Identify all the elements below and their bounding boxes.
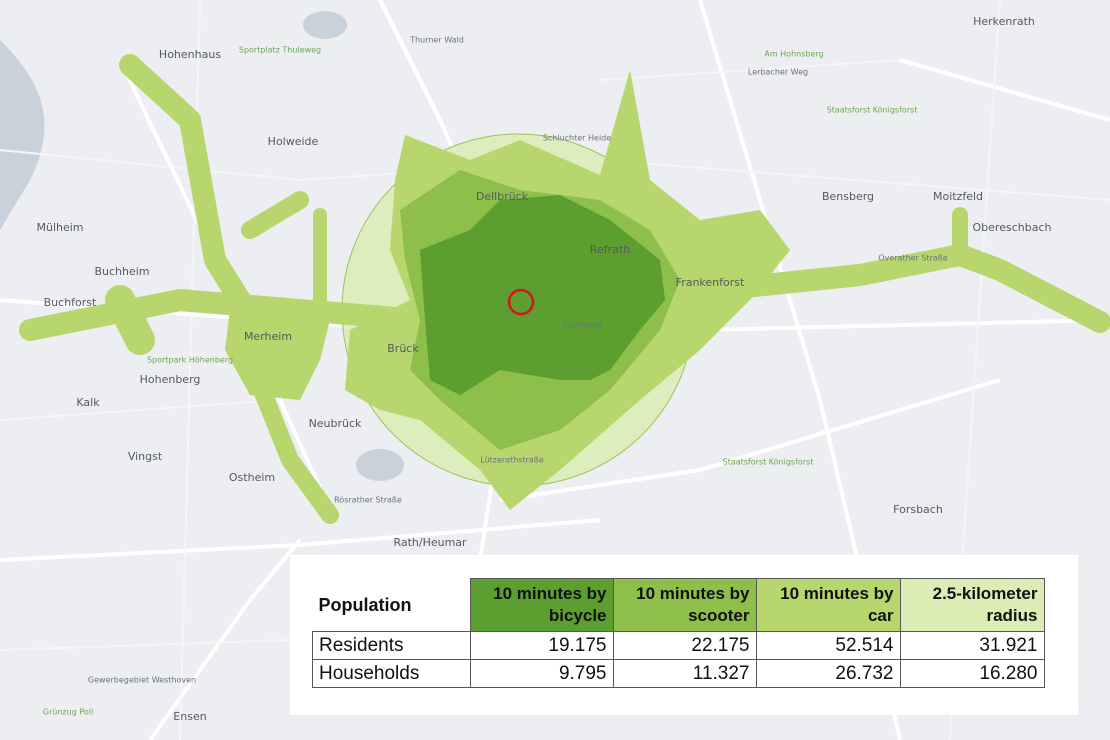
header-cell: 10 minutes by scooter (612, 578, 757, 632)
place-label: Lustheide (564, 321, 603, 330)
place-label: Neubrück (309, 417, 362, 430)
cell: 26.732 (755, 659, 901, 688)
place-label: Holweide (268, 135, 319, 148)
place-label: Merheim (244, 330, 292, 343)
place-label: Forsbach (893, 503, 943, 516)
lake (303, 11, 347, 39)
bicycle-area (420, 195, 665, 395)
place-label: Refrath (590, 243, 630, 256)
place-label: Kalk (76, 396, 100, 409)
place-label: Hohenberg (140, 373, 201, 386)
place-label: Schluchter Heide (543, 134, 611, 143)
place-label: Dellbrück (476, 190, 529, 203)
location-marker (507, 288, 535, 316)
place-label: Buchheim (94, 265, 149, 278)
place-label: Staatsforst Königsforst (827, 106, 918, 115)
place-label: Thurner Wald (409, 36, 464, 45)
row-header: Households (312, 659, 471, 688)
place-label: Frankenforst (676, 276, 745, 289)
place-label: Bensberg (822, 190, 874, 203)
place-label: Moitzfeld (933, 190, 983, 203)
place-label: Overather Straße (878, 254, 948, 263)
place-label: Vingst (128, 450, 163, 463)
place-label: Buchforst (44, 296, 97, 309)
header-cell: Population (312, 578, 470, 632)
place-label: Hohenhaus (159, 48, 221, 61)
cell: 9.795 (469, 659, 614, 688)
place-label: Herkenrath (973, 15, 1035, 28)
cell: 19.175 (469, 631, 614, 660)
place-label: Lützerathstraße (480, 456, 544, 465)
cell: 52.514 (755, 631, 901, 660)
place-label: Grünzug Poll (43, 708, 93, 717)
row-header: Residents (312, 631, 471, 660)
header-row: Population 10 minutes by bicycle 10 minu… (312, 578, 1045, 632)
place-label: Rösrather Straße (334, 496, 402, 505)
place-label: Oberesch­bach (973, 221, 1052, 234)
population-table: Population 10 minutes by bicycle 10 minu… (312, 578, 1045, 688)
place-label: Sportpark Höhenberg (147, 356, 233, 365)
row: Residents 19.175 22.175 52.514 31.921 (312, 631, 1045, 660)
place-label: Lerbacher Weg (748, 68, 808, 77)
place-label: Gewerbegebiet Westhoven (88, 676, 196, 685)
place-label: Brück (387, 342, 419, 355)
place-label: Ensen (173, 710, 206, 723)
place-label: Staatsforst Königsforst (723, 458, 814, 467)
cell: 11.327 (612, 659, 757, 688)
cell: 31.921 (899, 631, 1045, 660)
header-cell: 10 minutes by bicycle (469, 578, 614, 632)
place-label: Sportplatz Thuleweg (239, 46, 321, 55)
cell: 16.280 (899, 659, 1045, 688)
place-label: Am Hohnsberg (764, 50, 823, 59)
cell: 22.175 (612, 631, 757, 660)
map-labels: Hohenhaus Holweide Mülheim Buchheim Buchfors… (36, 15, 1051, 723)
row: Households 9.795 11.327 26.732 16.280 (312, 659, 1045, 688)
place-label: Mülheim (36, 221, 83, 234)
header-cell: 10 minutes by car (755, 578, 901, 632)
car-corridors (19, 54, 1110, 524)
population-panel: Population 10 minutes by bicycle 10 minu… (290, 555, 1078, 715)
place-label: Rath/Heumar (393, 536, 467, 549)
lake (356, 449, 404, 481)
car-area (225, 300, 330, 400)
place-label: Ostheim (229, 471, 275, 484)
river (0, 40, 45, 230)
header-cell: 2.5-kilometer radius (899, 578, 1045, 632)
